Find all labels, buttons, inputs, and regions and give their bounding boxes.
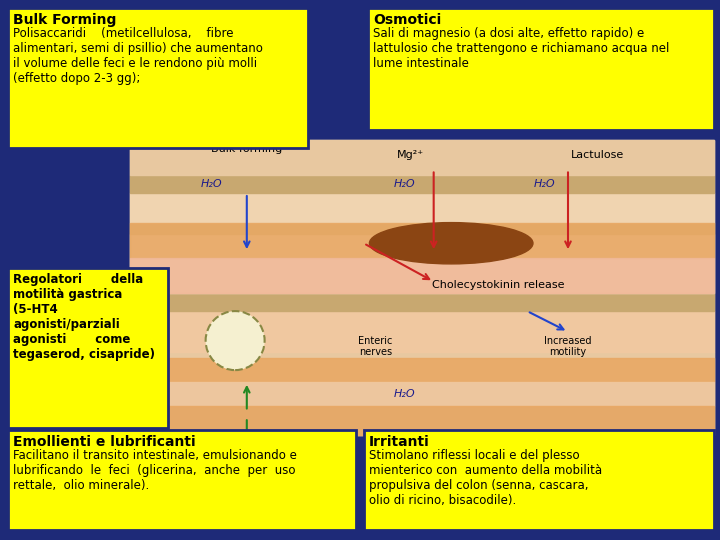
Bar (130, 258, 714, 293)
Text: H₂O: H₂O (394, 179, 415, 189)
Bar (130, 140, 714, 176)
FancyBboxPatch shape (8, 430, 356, 530)
Text: H₂O: H₂O (201, 179, 222, 189)
FancyBboxPatch shape (8, 8, 308, 148)
Ellipse shape (369, 222, 533, 264)
Text: Cholecystokinin release: Cholecystokinin release (432, 280, 564, 289)
Bar (130, 234, 714, 293)
Bar (130, 382, 714, 406)
Bar (130, 353, 714, 382)
Text: Emollienti e lubrificanti: Emollienti e lubrificanti (13, 435, 196, 449)
Bar (130, 311, 714, 353)
Bar (130, 406, 714, 435)
Text: H₂O: H₂O (534, 179, 555, 189)
Text: Mg²⁺: Mg²⁺ (397, 150, 424, 160)
Bar (130, 140, 714, 435)
Text: Sali di magnesio (a dosi alte, effetto rapido) e
lattulosio che trattengono e ri: Sali di magnesio (a dosi alte, effetto r… (373, 27, 670, 70)
Circle shape (206, 311, 265, 370)
Bar (130, 193, 714, 222)
Bar (130, 176, 714, 193)
Bar (130, 293, 714, 311)
Text: Stimolano riflessi locali e del plesso
mienterico con  aumento della mobilità
pr: Stimolano riflessi locali e del plesso m… (369, 449, 602, 507)
FancyBboxPatch shape (8, 268, 168, 428)
FancyBboxPatch shape (368, 8, 714, 130)
Text: H₂O: H₂O (394, 389, 415, 399)
Text: Enteric
nerves: Enteric nerves (358, 336, 392, 357)
Text: Lactulose: Lactulose (570, 150, 624, 160)
Bar (130, 359, 714, 382)
Text: Increased
motility: Increased motility (544, 336, 592, 357)
Text: Regolatori       della
motilità gastrica
(5-HT4
agonisti/parziali
agonisti      : Regolatori della motilità gastrica (5-HT… (13, 273, 155, 361)
Bar (130, 382, 714, 435)
Text: Facilitano il transito intestinale, emulsionando e
lubrificando  le  feci  (glic: Facilitano il transito intestinale, emul… (13, 449, 297, 492)
Bar (130, 222, 714, 258)
Text: Bulk Forming: Bulk Forming (13, 13, 117, 27)
Text: Bulk forming: Bulk forming (211, 144, 282, 154)
Text: Irritanti: Irritanti (369, 435, 430, 449)
Text: Polisaccaridi    (metilcellulosa,    fibre
alimentari, semi di psillio) che aume: Polisaccaridi (metilcellulosa, fibre ali… (13, 27, 263, 85)
FancyBboxPatch shape (364, 430, 714, 530)
Bar (130, 222, 714, 234)
Text: Osmotici: Osmotici (373, 13, 441, 27)
